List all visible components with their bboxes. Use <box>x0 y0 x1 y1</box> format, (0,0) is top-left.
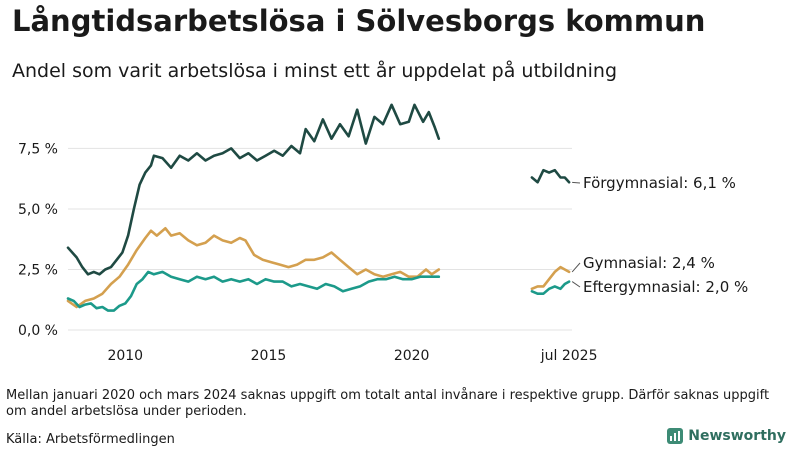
series-gymnasial <box>66 227 571 309</box>
page-subtitle: Andel som varit arbetslösa i minst ett å… <box>12 60 618 82</box>
footnote: Mellan januari 2020 och mars 2024 saknas… <box>6 388 770 419</box>
y-axis: 0,0 % 2,5 % 5,0 % 7,5 % <box>18 141 58 339</box>
x-tick-label: 2015 <box>251 348 287 364</box>
series-line-segment <box>530 280 571 295</box>
series-end-label: Gymnasial: 2,4 % <box>583 254 715 272</box>
x-tick-label: jul 2025 <box>540 348 598 364</box>
series-line-segment <box>66 227 441 309</box>
source-note: Källa: Arbetsförmedlingen <box>6 432 175 447</box>
series-end-label: Eftergymnasial: 2,0 % <box>583 278 748 296</box>
label-connector <box>571 262 581 273</box>
y-tick-label: 0,0 % <box>18 323 58 339</box>
y-tick-label: 5,0 % <box>18 202 58 218</box>
x-tick-label: 2010 <box>107 348 143 364</box>
label-connector <box>572 181 581 184</box>
series-labels: Förgymnasial: 6,1 % Gymnasial: 2,4 % Efter… <box>571 174 748 296</box>
series-line-segment <box>66 103 441 276</box>
label-connector <box>571 281 581 288</box>
brand-logo: Newsworthy <box>667 428 786 444</box>
series-förgymnasial <box>66 103 571 276</box>
y-tick-label: 7,5 % <box>18 141 58 157</box>
page-title: Långtidsarbetslösa i Sölvesborgs kommun <box>12 4 706 38</box>
chart-series <box>66 103 571 312</box>
y-tick-label: 2,5 % <box>18 262 58 278</box>
series-line-segment <box>530 168 571 184</box>
brand-name: Newsworthy <box>688 428 786 444</box>
x-axis: 2010 2015 2020 jul 2025 <box>107 348 597 364</box>
series-end-label: Förgymnasial: 6,1 % <box>583 174 736 192</box>
gridlines <box>68 147 572 331</box>
x-tick-label: 2020 <box>394 348 430 364</box>
series-line-segment <box>530 265 571 291</box>
series-line-segment <box>66 270 441 312</box>
newsworthy-logo-icon <box>667 428 684 444</box>
series-eftergymnasial <box>66 270 571 312</box>
